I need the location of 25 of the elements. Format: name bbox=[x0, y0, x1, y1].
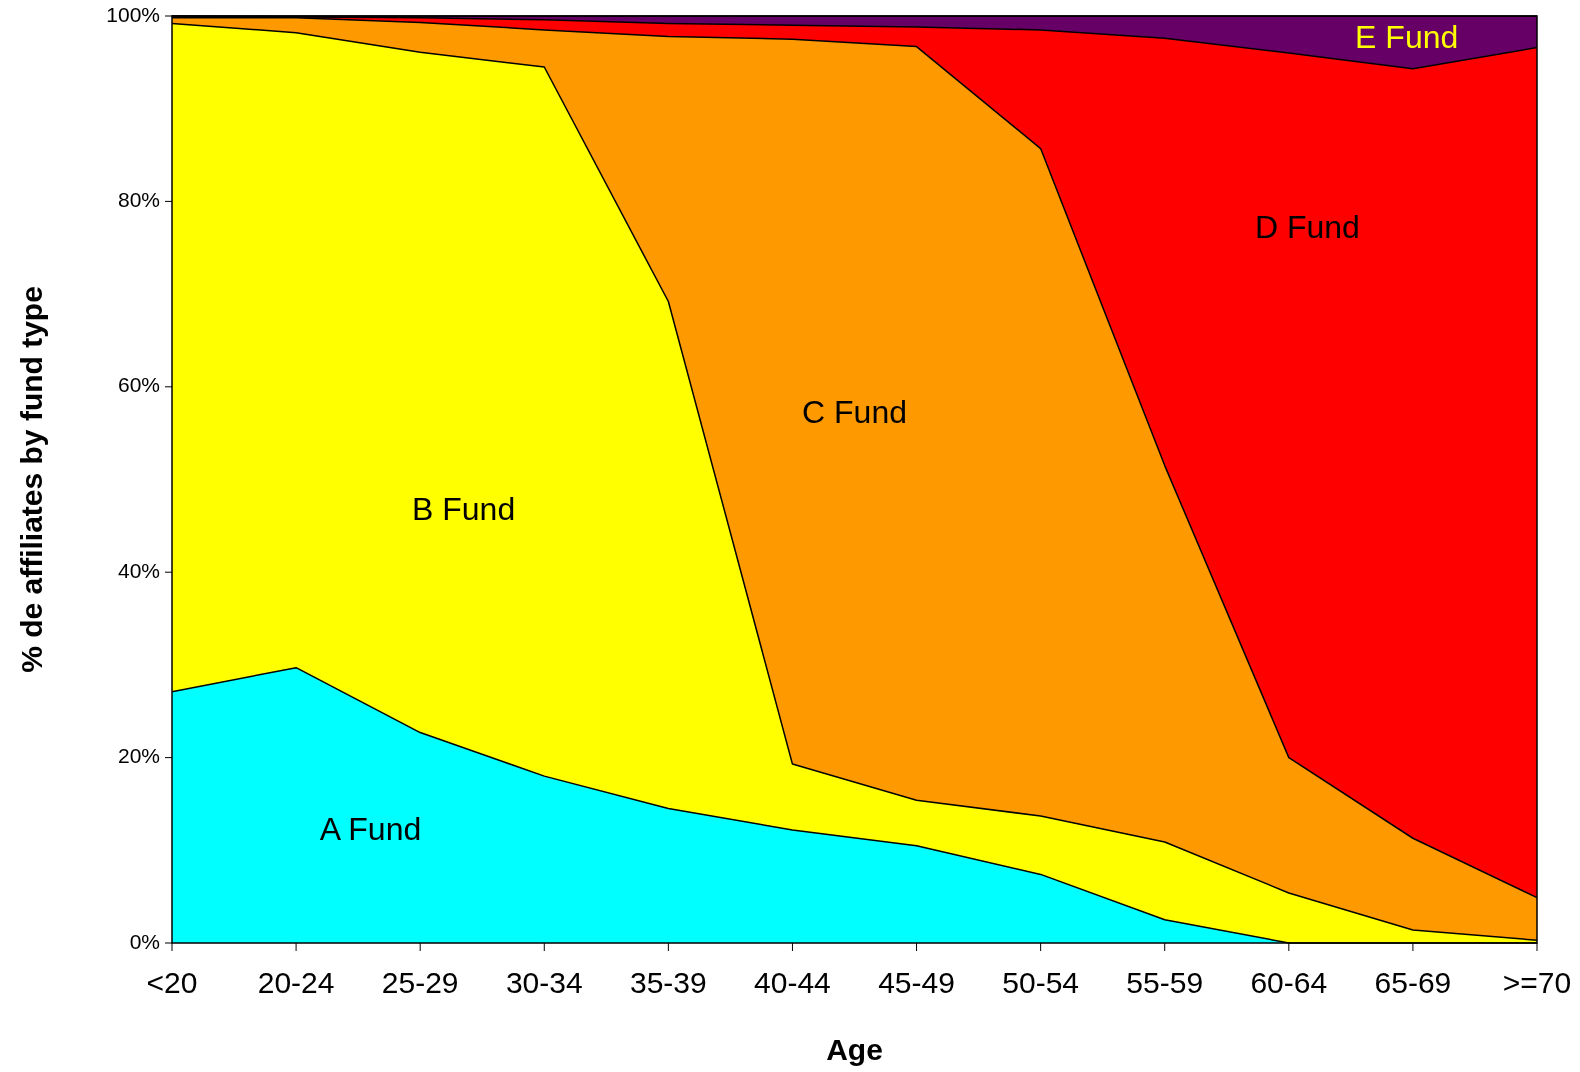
x-tick-label: <20 bbox=[146, 966, 198, 999]
series-label: C Fund bbox=[802, 394, 907, 431]
y-tick-label: 60% bbox=[117, 373, 160, 397]
y-tick-label: 0% bbox=[129, 929, 160, 953]
series-label: B Fund bbox=[412, 491, 516, 528]
x-axis-title: Age bbox=[826, 1033, 883, 1066]
y-tick-label: 80% bbox=[117, 187, 160, 211]
x-tick-label: 30-34 bbox=[505, 966, 583, 999]
x-tick-label: 55-59 bbox=[1126, 966, 1204, 999]
y-axis-title: % de affiliates by fund type bbox=[15, 286, 48, 673]
x-tick-label: >=70 bbox=[1502, 966, 1572, 999]
x-tick-label: 45-49 bbox=[878, 966, 955, 999]
x-tick-label: 50-54 bbox=[1002, 966, 1079, 999]
y-tick-label: 40% bbox=[117, 558, 160, 582]
y-tick-label: 20% bbox=[117, 744, 160, 768]
x-tick-label: 40-44 bbox=[754, 966, 831, 999]
series-label: E Fund bbox=[1355, 18, 1459, 55]
y-tick-label: 100% bbox=[106, 2, 160, 26]
series-label: A Fund bbox=[319, 811, 422, 848]
x-tick-label: 60-64 bbox=[1250, 966, 1328, 999]
x-tick-label: 35-39 bbox=[630, 966, 707, 999]
x-tick-label: 20-24 bbox=[257, 966, 335, 999]
series-label: D Fund bbox=[1254, 208, 1360, 245]
x-tick-label: 65-69 bbox=[1374, 966, 1452, 999]
x-tick-label: 25-29 bbox=[381, 966, 459, 999]
